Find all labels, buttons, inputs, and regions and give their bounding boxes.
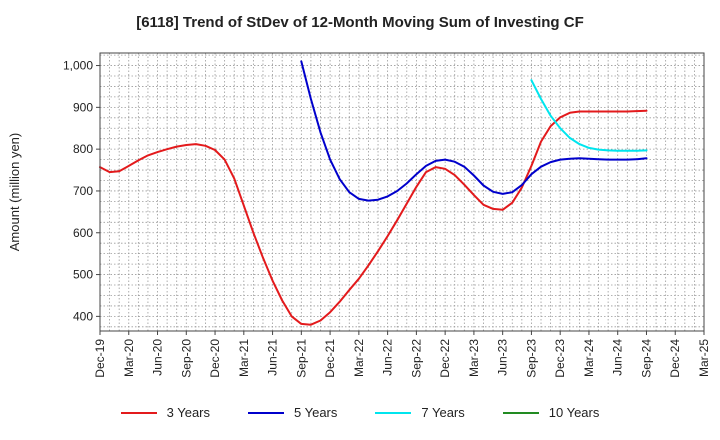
legend-swatch xyxy=(502,411,539,414)
x-tick-label: Jun-23 xyxy=(496,339,510,376)
x-tick-label: Sep-23 xyxy=(524,339,538,378)
y-axis-label: Amount (million yen) xyxy=(7,133,22,252)
series-line-7-years xyxy=(530,79,648,152)
y-tick-label: 400 xyxy=(73,309,93,323)
legend-item: 5 Years xyxy=(248,405,337,420)
x-tick-label: Dec-19 xyxy=(93,339,107,378)
axis-layer: 400 500 600 700 800 900 1,000 Dec-19 Mar-20 Jun-2… xyxy=(63,52,711,378)
y-tick-label: 800 xyxy=(73,142,93,156)
x-tick-label: Mar-22 xyxy=(352,339,366,377)
x-tick-label: Jun-20 xyxy=(151,339,165,376)
x-tick-label: Mar-23 xyxy=(467,339,481,377)
legend-label: 3 Years xyxy=(166,405,210,420)
legend-item: 10 Years xyxy=(502,405,600,420)
legend-label: 10 Years xyxy=(548,405,600,420)
legend: 3 Years 5 Years 7 Years 10 Years xyxy=(0,405,720,420)
x-tick-label: Dec-24 xyxy=(668,339,682,378)
y-tick-label: 600 xyxy=(73,226,93,240)
y-tick-label: 900 xyxy=(73,100,93,114)
x-tick-label: Sep-20 xyxy=(179,339,193,378)
x-tick-label: Dec-22 xyxy=(438,339,452,378)
grid-layer xyxy=(100,53,704,331)
x-tick-label: Jun-21 xyxy=(266,339,280,376)
legend-swatch xyxy=(120,411,157,414)
legend-label: 7 Years xyxy=(421,405,465,420)
y-tick-label: 1,000 xyxy=(63,59,93,73)
legend-swatch xyxy=(248,411,284,414)
x-tick-label: Mar-20 xyxy=(122,339,136,377)
chart-title: [6118] Trend of StDev of 12-Month Moving… xyxy=(136,14,584,31)
x-tick-label: Mar-25 xyxy=(697,339,711,377)
series-line-5-years xyxy=(300,60,648,202)
x-tick-label: Sep-24 xyxy=(639,339,653,378)
legend-label: 5 Years xyxy=(294,405,338,420)
y-tick-label: 500 xyxy=(73,268,93,282)
x-tick-label: Dec-21 xyxy=(323,339,337,378)
x-tick-label: Sep-22 xyxy=(409,339,423,378)
x-tick-label: Mar-21 xyxy=(237,339,251,377)
legend-item: 7 Years xyxy=(375,405,465,420)
x-tick-label: Mar-24 xyxy=(582,339,596,377)
x-tick-label: Jun-24 xyxy=(611,339,625,376)
x-tick-label: Dec-23 xyxy=(553,339,567,378)
plot-frame xyxy=(99,52,705,332)
legend-swatch xyxy=(375,411,412,414)
series-layer xyxy=(99,60,648,326)
x-tick-label: Sep-21 xyxy=(294,339,308,378)
legend-item: 3 Years xyxy=(120,405,210,420)
series-line-3-years xyxy=(99,109,648,326)
x-tick-label: Dec-20 xyxy=(208,339,222,378)
x-tick-label: Jun-22 xyxy=(381,339,395,376)
y-tick-label: 700 xyxy=(73,184,93,198)
